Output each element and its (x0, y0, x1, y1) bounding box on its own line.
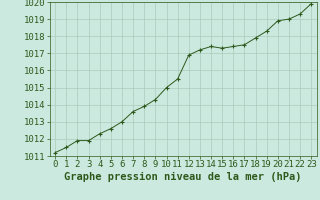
X-axis label: Graphe pression niveau de la mer (hPa): Graphe pression niveau de la mer (hPa) (64, 172, 302, 182)
